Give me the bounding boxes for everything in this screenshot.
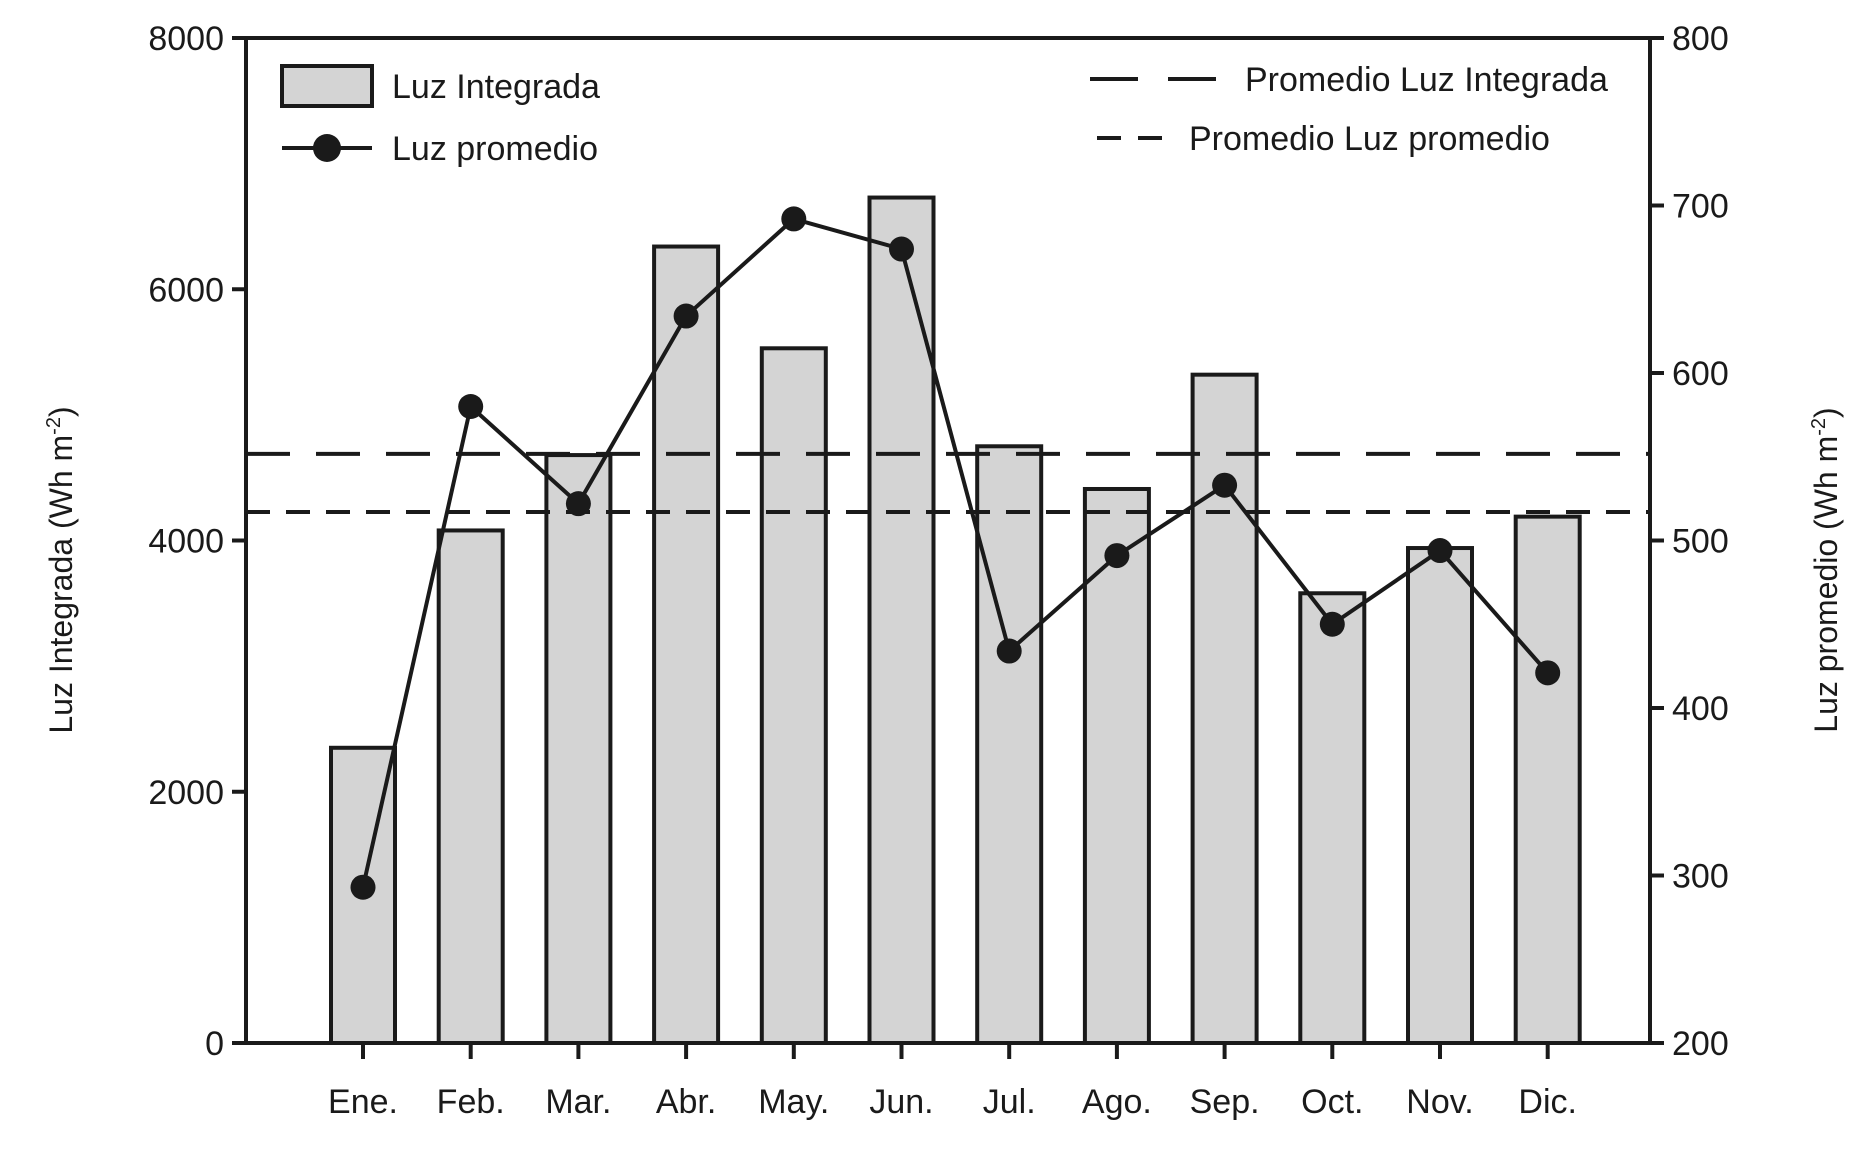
y-left-axis-title: Luz Integrada (Wh m-2): [43, 406, 79, 733]
x-tick-label-feb: Feb.: [437, 1083, 505, 1121]
y-left-tick-label-0: 0: [205, 1025, 224, 1063]
point-feb: [458, 394, 484, 419]
y-right-tick-label-300: 300: [1672, 858, 1729, 896]
y-right-axis-title: Luz promedio (Wh m-2): [1808, 407, 1844, 732]
y-left-axis-title-sup: -2: [43, 417, 65, 435]
point-mar: [565, 491, 591, 517]
y-left-tick-label-8000: 8000: [148, 20, 224, 58]
reference-lines-layer: [246, 451, 1650, 515]
x-tick-label-may: May.: [758, 1083, 829, 1121]
point-jun: [889, 236, 914, 262]
bar-oct: [1298, 591, 1367, 1045]
x-tick-label-jun: Jun.: [869, 1083, 933, 1121]
axes-layer: 0 2000 4000 6000 8000 200 300 400 500 600 700 800 En…: [148, 20, 1728, 1121]
y-right-tick-label-500: 500: [1672, 523, 1729, 561]
legend-label-promedio-luz-promedio: Promedio Luz promedio: [1189, 120, 1550, 158]
point-may: [781, 206, 807, 232]
svg-text:Luz promedio (Wh m-2): Luz promedio (Wh m-2): [1808, 407, 1844, 732]
bar-jun: [867, 195, 936, 1045]
y-left-tick-label-6000: 6000: [148, 271, 224, 309]
x-tick-label-abr: Abr.: [656, 1083, 716, 1121]
legend: Luz Integrada Luz promedio Promedio Luz In…: [280, 61, 1608, 168]
point-jul: [996, 638, 1022, 664]
x-tick-label-mar: Mar.: [545, 1083, 611, 1121]
bars-layer: [329, 195, 1582, 1046]
y-right-axis-title-sup: -2: [1808, 418, 1830, 436]
y-right-tick-label-700: 700: [1672, 188, 1729, 226]
point-dic: [1535, 660, 1561, 686]
legend-swatch-luz-integrada: [280, 64, 374, 108]
bar-abr: [652, 244, 721, 1046]
y-right-tick-label-400: 400: [1672, 690, 1729, 728]
point-oct: [1319, 611, 1345, 637]
legend-label-luz-promedio: Luz promedio: [392, 130, 598, 168]
x-tick-label-nov: Nov.: [1406, 1083, 1473, 1121]
y-right-tick-label-200: 200: [1672, 1025, 1729, 1063]
y-right-axis-title-close: ): [1808, 407, 1844, 418]
x-tick-label-oct: Oct.: [1301, 1083, 1363, 1121]
bar-dic: [1513, 514, 1582, 1045]
legend-marker-luz-promedio: [313, 134, 341, 162]
x-tick-label-jul: Jul.: [983, 1083, 1036, 1121]
x-tick-label-sep: Sep.: [1190, 1083, 1260, 1121]
y-left-axis-title-close: ): [43, 406, 79, 417]
bar-nov: [1406, 546, 1474, 1045]
y-right-tick-label-800: 800: [1672, 20, 1729, 58]
point-nov: [1427, 538, 1453, 564]
bar-ago: [1082, 486, 1151, 1045]
line-luz-promedio: [361, 216, 1550, 888]
legend-label-promedio-luz-integrada: Promedio Luz Integrada: [1245, 61, 1608, 99]
svg-text:Luz Integrada (Wh m-2): Luz Integrada (Wh m-2): [43, 406, 79, 733]
y-left-tick-label-4000: 4000: [148, 523, 224, 561]
x-tick-label-ene: Ene.: [328, 1083, 398, 1121]
point-sep: [1212, 472, 1238, 498]
y-right-tick-label-600: 600: [1672, 355, 1729, 393]
point-abr: [673, 303, 699, 329]
point-ene: [350, 874, 376, 900]
legend-label-luz-integrada: Luz Integrada: [392, 68, 600, 106]
x-tick-label-dic: Dic.: [1518, 1083, 1577, 1121]
bar-feb: [436, 528, 505, 1045]
y-left-axis-title-text: Luz Integrada (Wh m: [43, 435, 79, 734]
y-left-tick-label-2000: 2000: [148, 774, 224, 812]
bar-mar: [544, 453, 613, 1045]
x-tick-label-ago: Ago.: [1082, 1083, 1152, 1121]
point-ago: [1104, 543, 1130, 569]
y-right-axis-title-text: Luz promedio (Wh m: [1808, 436, 1844, 733]
line-series-layer: [350, 206, 1561, 900]
bar-jul: [975, 444, 1044, 1045]
